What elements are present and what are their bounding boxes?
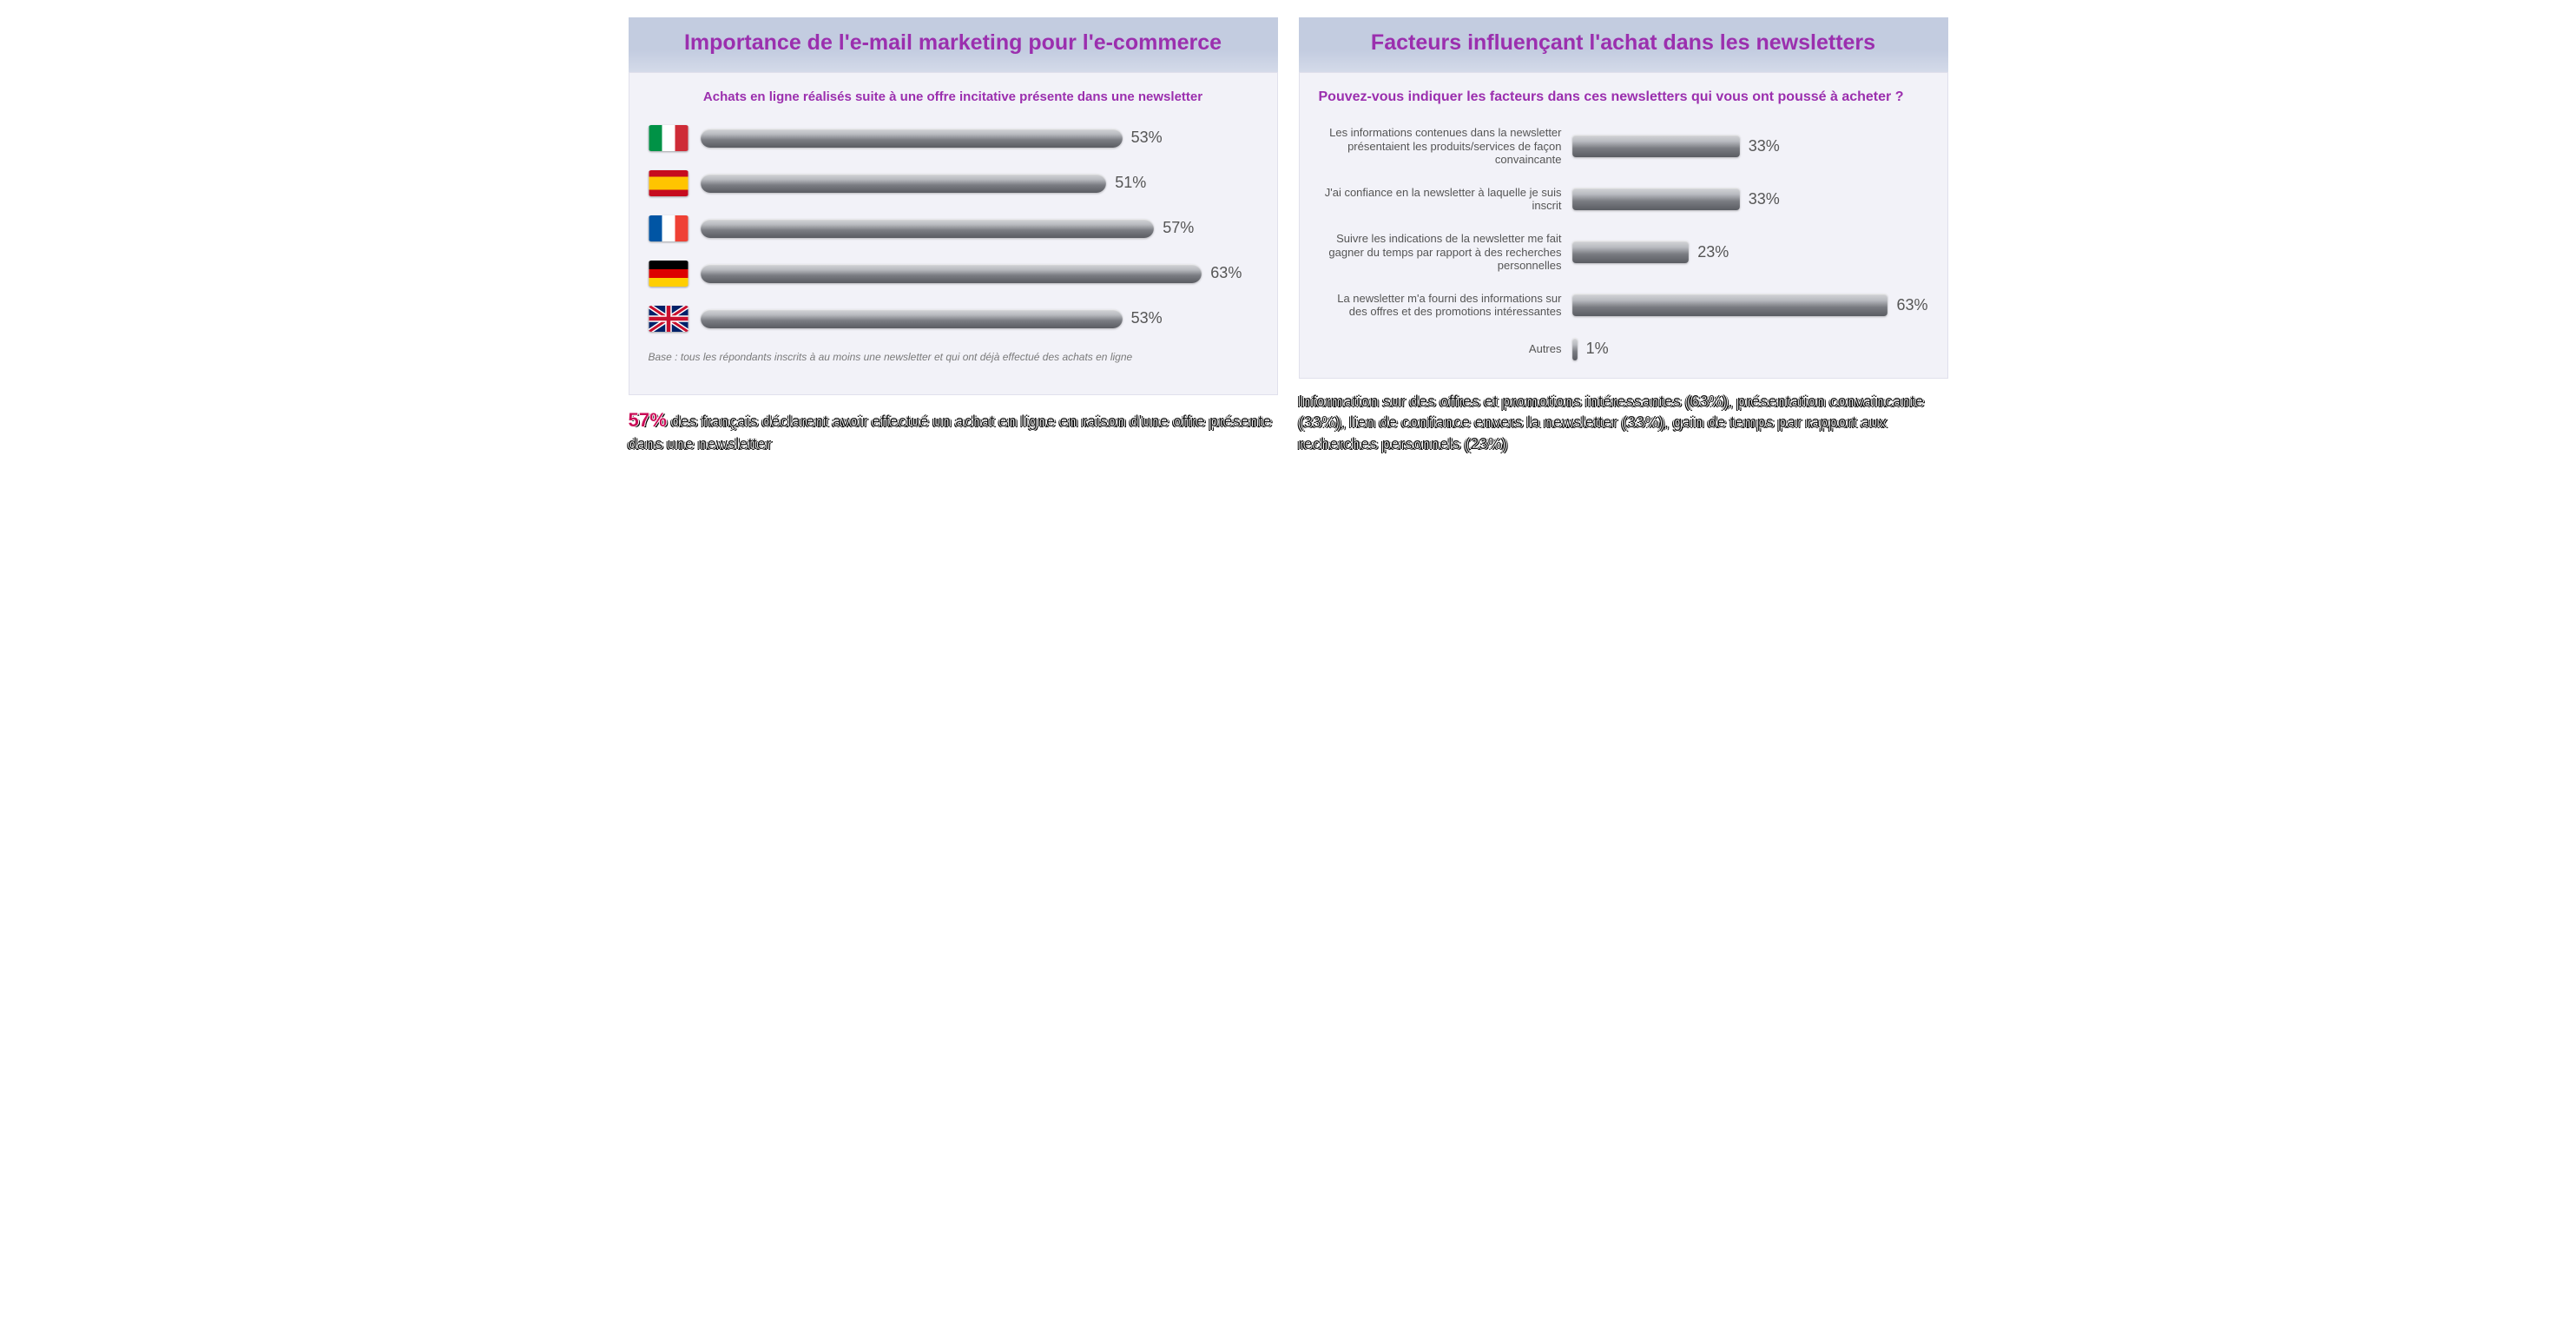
- flag-row: 53%: [649, 125, 1258, 151]
- right-title: Facteurs influençant l'achat dans les ne…: [1299, 17, 1948, 72]
- right-caption: Information sur des offres et promotions…: [1299, 391, 1948, 454]
- bar-value-label: 57%: [1163, 219, 1194, 237]
- factor-label: J'ai confiance en la newsletter à laquel…: [1319, 186, 1562, 213]
- bar-track: 53%: [701, 129, 1258, 148]
- bar-track: 63%: [701, 264, 1258, 283]
- bar-fill: [701, 129, 1123, 148]
- factor-value-label: 63%: [1896, 296, 1927, 314]
- factor-bar-fill: [1572, 294, 1888, 316]
- factor-row: Suivre les indications de la newsletter …: [1319, 232, 1928, 273]
- left-footnote: Base : tous les répondants inscrits à au…: [649, 351, 1258, 365]
- left-caption-highlight: 57%: [629, 409, 668, 431]
- bar-fill: [701, 174, 1107, 193]
- factor-bar-fill: [1572, 241, 1690, 263]
- bar: 63%: [701, 264, 1258, 283]
- factor-row: Les informations contenues dans la newsl…: [1319, 126, 1928, 167]
- flag-row: 63%: [649, 261, 1258, 287]
- it-flag-icon: [649, 125, 688, 151]
- factor-value-label: 33%: [1749, 190, 1780, 208]
- factor-row: J'ai confiance en la newsletter à laquel…: [1319, 186, 1928, 213]
- factor-value-label: 33%: [1749, 137, 1780, 155]
- factor-value-label: 23%: [1697, 243, 1729, 261]
- flag-rows: 53% 51% 57% 63% 53%: [649, 125, 1258, 332]
- de-flag-icon: [649, 261, 688, 287]
- factor-value-label: 1%: [1586, 340, 1609, 358]
- left-caption: 57% des français déclarent avoir effectu…: [629, 407, 1278, 454]
- factor-row: La newsletter m'a fourni des information…: [1319, 292, 1928, 319]
- bar-track: 53%: [701, 309, 1258, 328]
- es-flag-icon: [649, 170, 688, 196]
- bar: 53%: [701, 309, 1258, 328]
- factor-bar-fill: [1572, 135, 1740, 157]
- factor-bar-track: 33%: [1572, 135, 1928, 157]
- bar: 57%: [701, 219, 1258, 238]
- factor-bar-track: 63%: [1572, 294, 1928, 316]
- bar-value-label: 53%: [1131, 129, 1163, 147]
- bar-track: 57%: [701, 219, 1258, 238]
- factor-label: Autres: [1319, 342, 1562, 356]
- factor-bar-track: 1%: [1572, 338, 1928, 360]
- uk-flag-icon: [649, 306, 688, 332]
- right-subtitle: Pouvez-vous indiquer les facteurs dans c…: [1319, 89, 1928, 107]
- factor-label: Les informations contenues dans la newsl…: [1319, 126, 1562, 167]
- bar-fill: [701, 264, 1202, 283]
- factor-rows: Les informations contenues dans la newsl…: [1319, 126, 1928, 360]
- factor-label: Suivre les indications de la newsletter …: [1319, 232, 1562, 273]
- factor-bar-track: 23%: [1572, 241, 1928, 263]
- bar-track: 51%: [701, 174, 1258, 193]
- bar: 53%: [701, 129, 1258, 148]
- bar-value-label: 63%: [1210, 264, 1242, 282]
- flag-row: 53%: [649, 306, 1258, 332]
- left-card: Achats en ligne réalisés suite à une off…: [629, 72, 1278, 395]
- right-panel: Facteurs influençant l'achat dans les ne…: [1299, 17, 1948, 454]
- flag-row: 51%: [649, 170, 1258, 196]
- left-subtitle: Achats en ligne réalisés suite à une off…: [649, 89, 1258, 106]
- left-title: Importance de l'e-mail marketing pour l'…: [629, 17, 1278, 72]
- left-panel: Importance de l'e-mail marketing pour l'…: [629, 17, 1278, 454]
- factor-label: La newsletter m'a fourni des information…: [1319, 292, 1562, 319]
- flag-row: 57%: [649, 215, 1258, 241]
- factor-bar-fill: [1572, 188, 1740, 210]
- fr-flag-icon: [649, 215, 688, 241]
- bar-fill: [701, 219, 1155, 238]
- bar-value-label: 53%: [1131, 309, 1163, 327]
- bar-fill: [701, 309, 1123, 328]
- infographic-wrap: Importance de l'e-mail marketing pour l'…: [629, 17, 1948, 454]
- factor-bar-fill: [1572, 338, 1578, 360]
- bar: 51%: [701, 174, 1258, 193]
- left-caption-text: des français déclarent avoir effectué un…: [629, 413, 1272, 452]
- factor-bar-track: 33%: [1572, 188, 1928, 210]
- right-card: Pouvez-vous indiquer les facteurs dans c…: [1299, 72, 1948, 379]
- factor-row: Autres 1%: [1319, 338, 1928, 360]
- bar-value-label: 51%: [1115, 174, 1146, 192]
